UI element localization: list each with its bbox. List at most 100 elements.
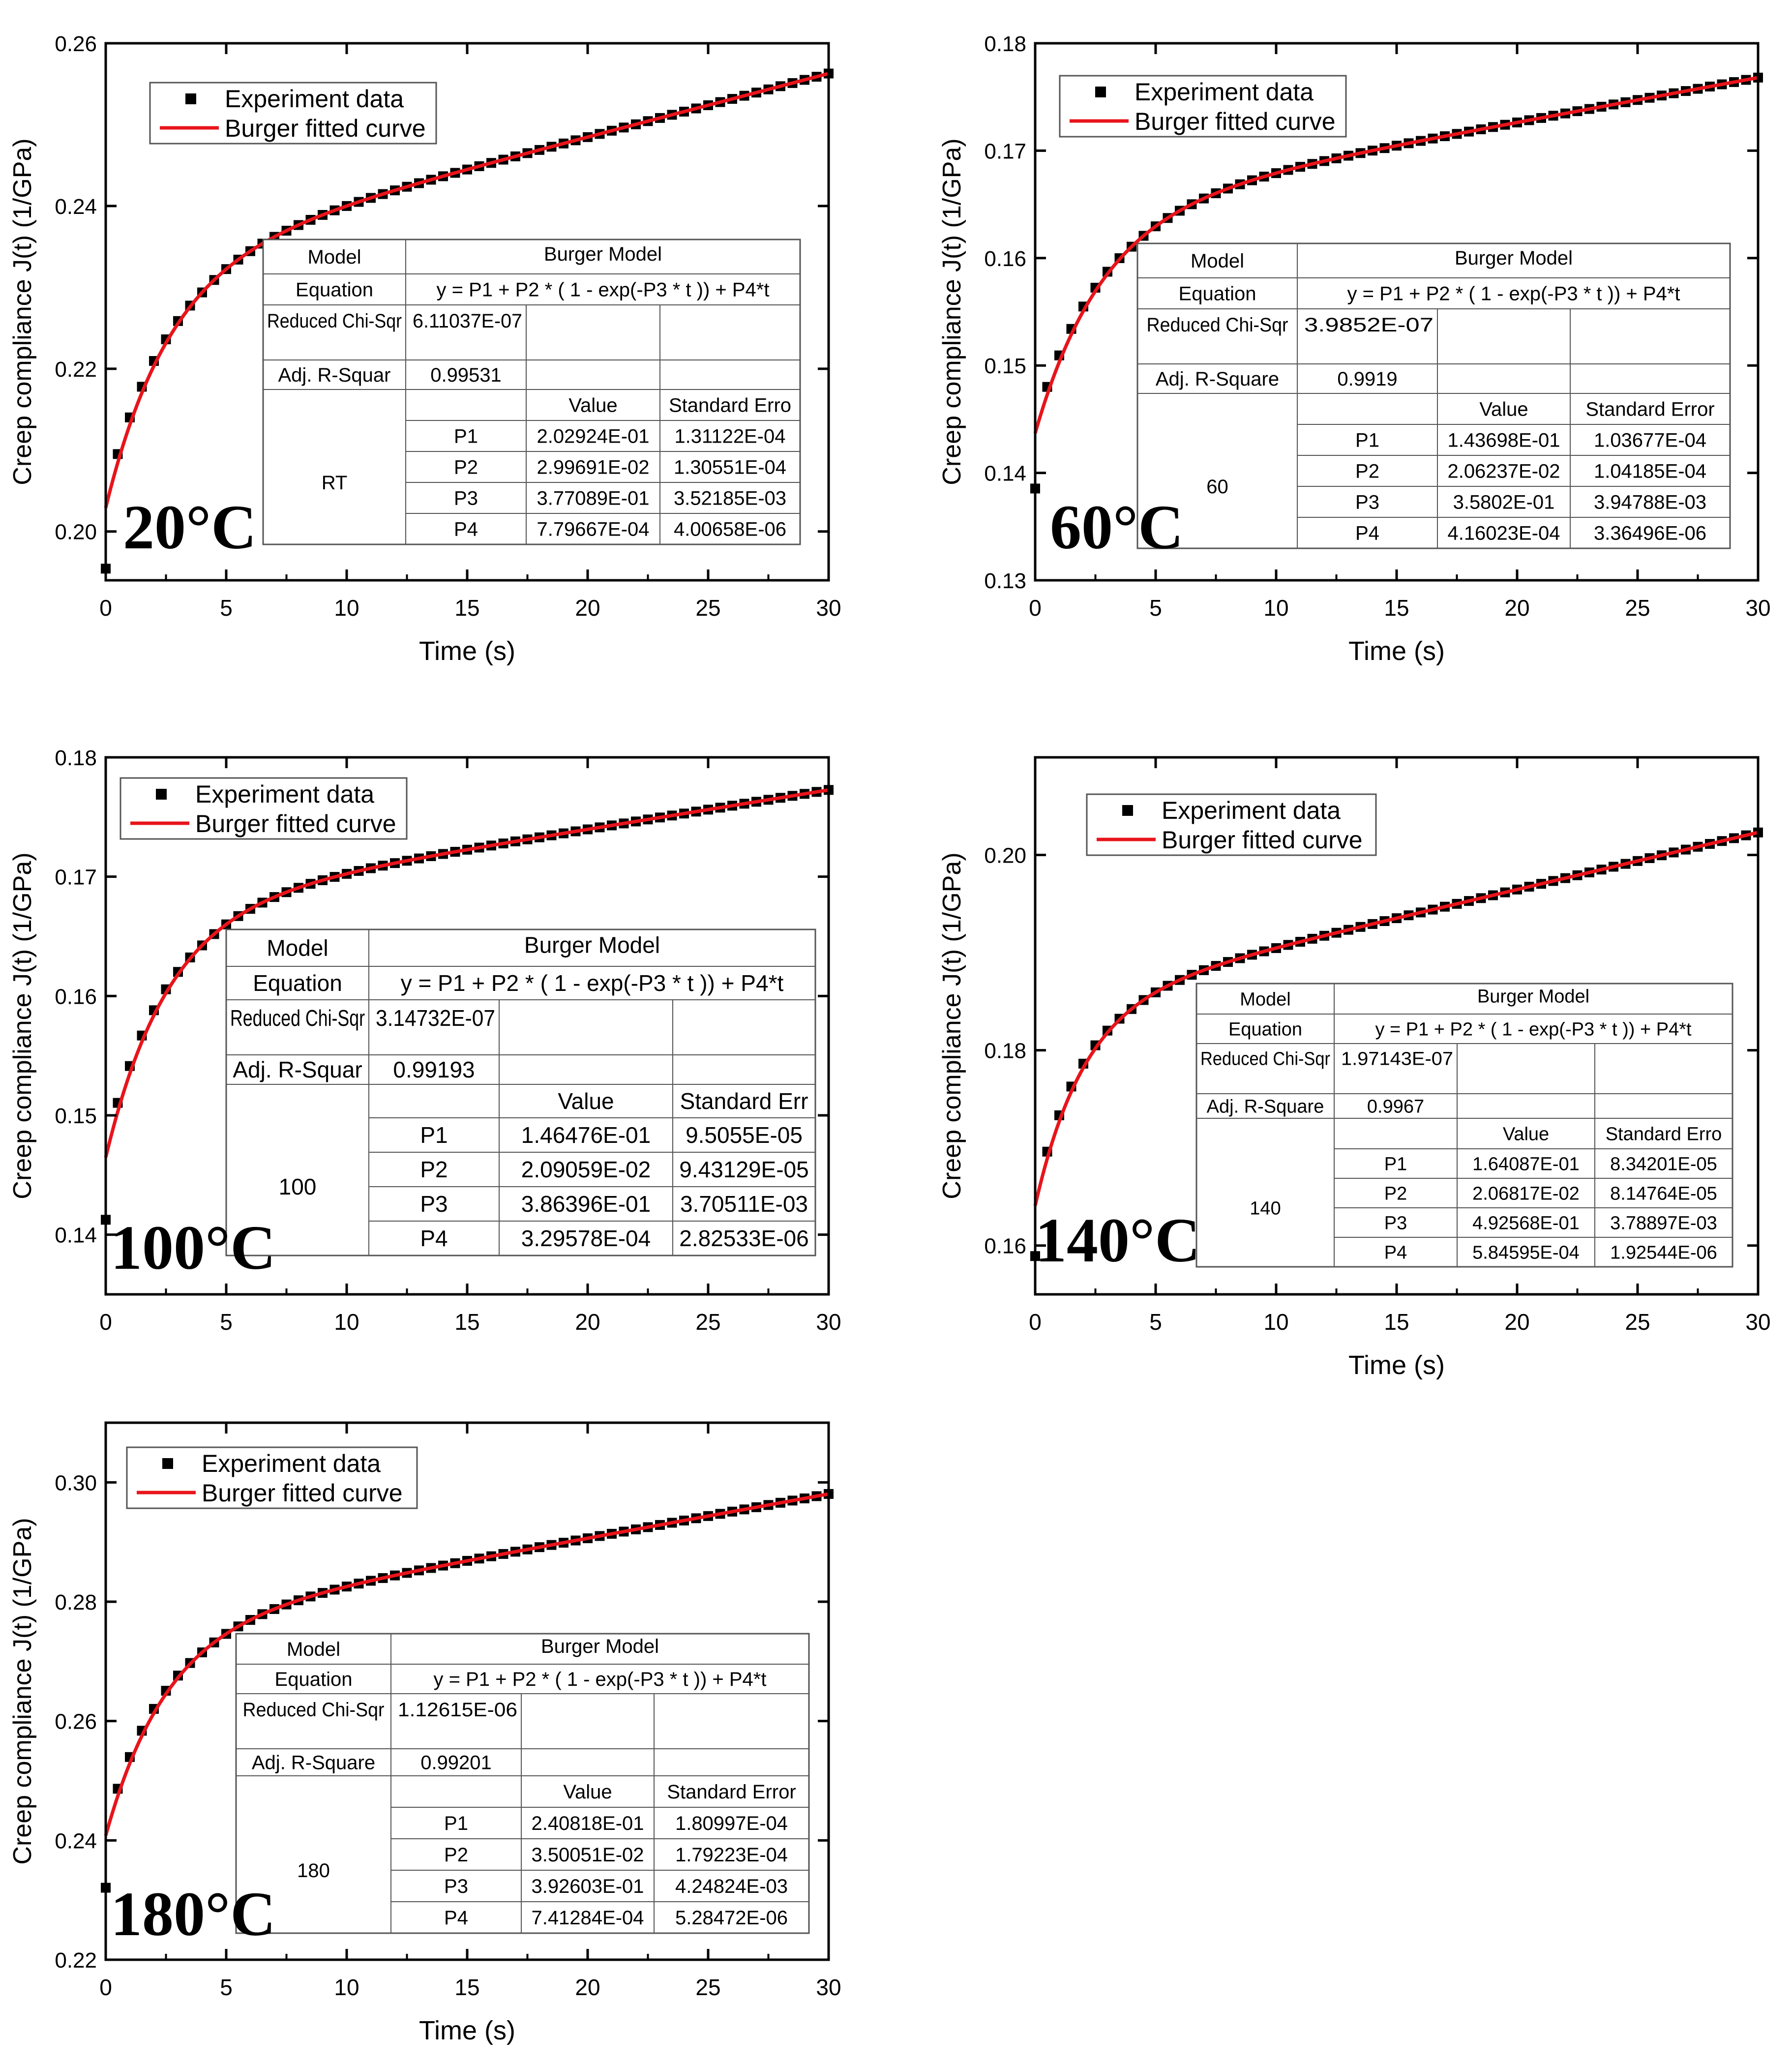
legend-box bbox=[119, 777, 408, 840]
x-tick-label: 15 bbox=[1384, 595, 1409, 621]
table-chisqr-label: Reduced Chi-Sqr bbox=[1147, 314, 1288, 336]
burger-fit-line bbox=[104, 788, 829, 1158]
param-error: 1.31122E-04 bbox=[674, 426, 785, 448]
legend-label-fit: Burger fitted curve bbox=[1135, 108, 1336, 135]
legend-label-experiment: Experiment data bbox=[1135, 78, 1314, 106]
table-chisqr-value: 6.11037E-07 bbox=[413, 310, 522, 332]
x-tick-label: 20 bbox=[1504, 1309, 1529, 1335]
x-tick-label: 15 bbox=[454, 1974, 479, 2000]
param-error: 9.5055E-05 bbox=[686, 1122, 803, 1148]
param-name: P1 bbox=[444, 1813, 468, 1834]
y-axis-label: Creep compliance J(t) (1/GPa) bbox=[938, 852, 966, 1199]
table-chisqr-value: 1.12615E-06 bbox=[398, 1699, 517, 1721]
y-axis-label: Creep compliance J(t) (1/GPa) bbox=[8, 852, 37, 1199]
param-value: 3.50051E-02 bbox=[531, 1844, 644, 1866]
y-tick-label: 0.20 bbox=[55, 520, 97, 544]
y-tick-label: 0.24 bbox=[55, 195, 97, 219]
burger-fit-line bbox=[104, 72, 829, 508]
legend-label-fit: Burger fitted curve bbox=[202, 1479, 403, 1507]
table-model-label: Model bbox=[1191, 250, 1244, 272]
x-tick-label: 25 bbox=[695, 1974, 720, 2000]
table-equation-value: y = P1 + P2 * ( 1 - exp(-P3 * t )) + P4*… bbox=[1347, 283, 1680, 305]
table-r2-value: 0.9967 bbox=[1367, 1096, 1424, 1117]
table-equation-value: y = P1 + P2 * ( 1 - exp(-P3 * t )) + P4*… bbox=[401, 970, 784, 996]
y-tick-label: 0.18 bbox=[984, 32, 1026, 56]
x-tick-label: 30 bbox=[816, 595, 841, 621]
table-r2-label: Adj. R-Squar bbox=[233, 1057, 362, 1082]
table-chisqr-label: Reduced Chi-Sqr bbox=[1200, 1049, 1330, 1070]
x-tick-label: 5 bbox=[220, 1309, 233, 1335]
table-chisqr-label: Reduced Chi-Sqr bbox=[243, 1699, 385, 1721]
param-value: 3.86396E-01 bbox=[521, 1191, 651, 1217]
table-r2-value: 0.9919 bbox=[1337, 368, 1397, 390]
param-name: P1 bbox=[1384, 1154, 1407, 1174]
param-error: 8.34201E-05 bbox=[1610, 1154, 1717, 1174]
table-chisqr-label: Reduced Chi-Sqr bbox=[267, 310, 402, 332]
param-value: 7.41284E-04 bbox=[531, 1907, 644, 1929]
table-r2-value: 0.99193 bbox=[393, 1057, 475, 1082]
x-tick-label: 20 bbox=[1504, 595, 1529, 621]
x-axis-label: Time (s) bbox=[419, 636, 515, 666]
x-tick-label: 10 bbox=[334, 595, 359, 621]
table-error-header: Standard Erro bbox=[1606, 1124, 1722, 1144]
param-name: P2 bbox=[420, 1157, 448, 1182]
param-name: P4 bbox=[454, 519, 478, 540]
temperature-label: 100°C bbox=[111, 1213, 276, 1283]
temperature-label: 60°C bbox=[1050, 492, 1184, 562]
param-error: 1.04185E-04 bbox=[1594, 461, 1706, 482]
table-r2-value: 0.99531 bbox=[430, 364, 502, 386]
x-tick-label: 30 bbox=[1745, 1309, 1770, 1335]
table-chisqr-value: 3.9852E-07 bbox=[1304, 314, 1434, 336]
param-name: P3 bbox=[420, 1191, 448, 1217]
y-tick-label: 0.22 bbox=[55, 358, 97, 382]
param-value: 4.16023E-04 bbox=[1447, 523, 1560, 544]
legend-box bbox=[1086, 793, 1377, 856]
table-equation-label: Equation bbox=[275, 1669, 353, 1690]
param-error: 3.78897E-03 bbox=[1610, 1213, 1717, 1233]
param-name: P2 bbox=[1384, 1183, 1407, 1204]
y-tick-label: 0.24 bbox=[55, 1829, 97, 1853]
table-error-header: Standard Error bbox=[1585, 399, 1714, 420]
param-error: 1.03677E-04 bbox=[1594, 430, 1706, 451]
square-marker-icon bbox=[156, 789, 167, 800]
param-error: 1.80997E-04 bbox=[675, 1813, 788, 1834]
y-axis-label: Creep compliance J(t) (1/GPa) bbox=[938, 138, 966, 485]
table-r2-label: Adj. R-Square bbox=[1207, 1096, 1324, 1117]
param-value: 2.40818E-01 bbox=[531, 1813, 644, 1834]
table-model-value: Burger Model bbox=[544, 243, 662, 265]
param-name: P1 bbox=[1355, 430, 1379, 451]
param-value: 1.46476E-01 bbox=[521, 1122, 651, 1148]
param-value: 2.02924E-01 bbox=[537, 426, 649, 448]
table-error-header: Standard Erro bbox=[669, 395, 791, 417]
x-tick-label: 10 bbox=[1263, 595, 1288, 621]
table-equation-value: y = P1 + P2 * ( 1 - exp(-P3 * t )) + P4*… bbox=[437, 279, 770, 301]
table-r2-value: 0.99201 bbox=[420, 1752, 492, 1774]
table-value-header: Value bbox=[568, 395, 617, 417]
param-error: 2.82533E-06 bbox=[679, 1226, 808, 1251]
x-tick-label: 15 bbox=[1384, 1309, 1409, 1335]
x-axis-label: Time (s) bbox=[1348, 636, 1445, 666]
table-model-value: Burger Model bbox=[541, 1636, 659, 1657]
param-value: 3.92603E-01 bbox=[531, 1876, 644, 1897]
temperature-label: 180°C bbox=[111, 1879, 276, 1949]
table-value-header: Value bbox=[563, 1781, 612, 1803]
y-tick-label: 0.26 bbox=[55, 1710, 97, 1734]
chart-panel-4: 0 5 10 15 20 25 30 0.16 0.18 0.20 Time (s) Creep co… bbox=[938, 756, 1771, 1380]
x-tick-label: 30 bbox=[1745, 595, 1770, 621]
table-group-label: 180 bbox=[297, 1860, 330, 1882]
legend-box bbox=[1059, 75, 1347, 138]
table-error-header: Standard Err bbox=[680, 1088, 808, 1114]
x-tick-label: 25 bbox=[1625, 595, 1650, 621]
table-frame bbox=[235, 1633, 810, 1934]
x-tick-label: 0 bbox=[99, 1309, 112, 1335]
param-name: P3 bbox=[1355, 492, 1379, 513]
table-equation-label: Equation bbox=[1179, 283, 1256, 305]
x-tick-label: 10 bbox=[1263, 1309, 1288, 1335]
param-name: P4 bbox=[1384, 1242, 1407, 1263]
square-marker-icon bbox=[1122, 805, 1133, 816]
x-tick-label: 5 bbox=[1149, 595, 1162, 621]
param-value: 2.06817E-02 bbox=[1472, 1183, 1580, 1204]
